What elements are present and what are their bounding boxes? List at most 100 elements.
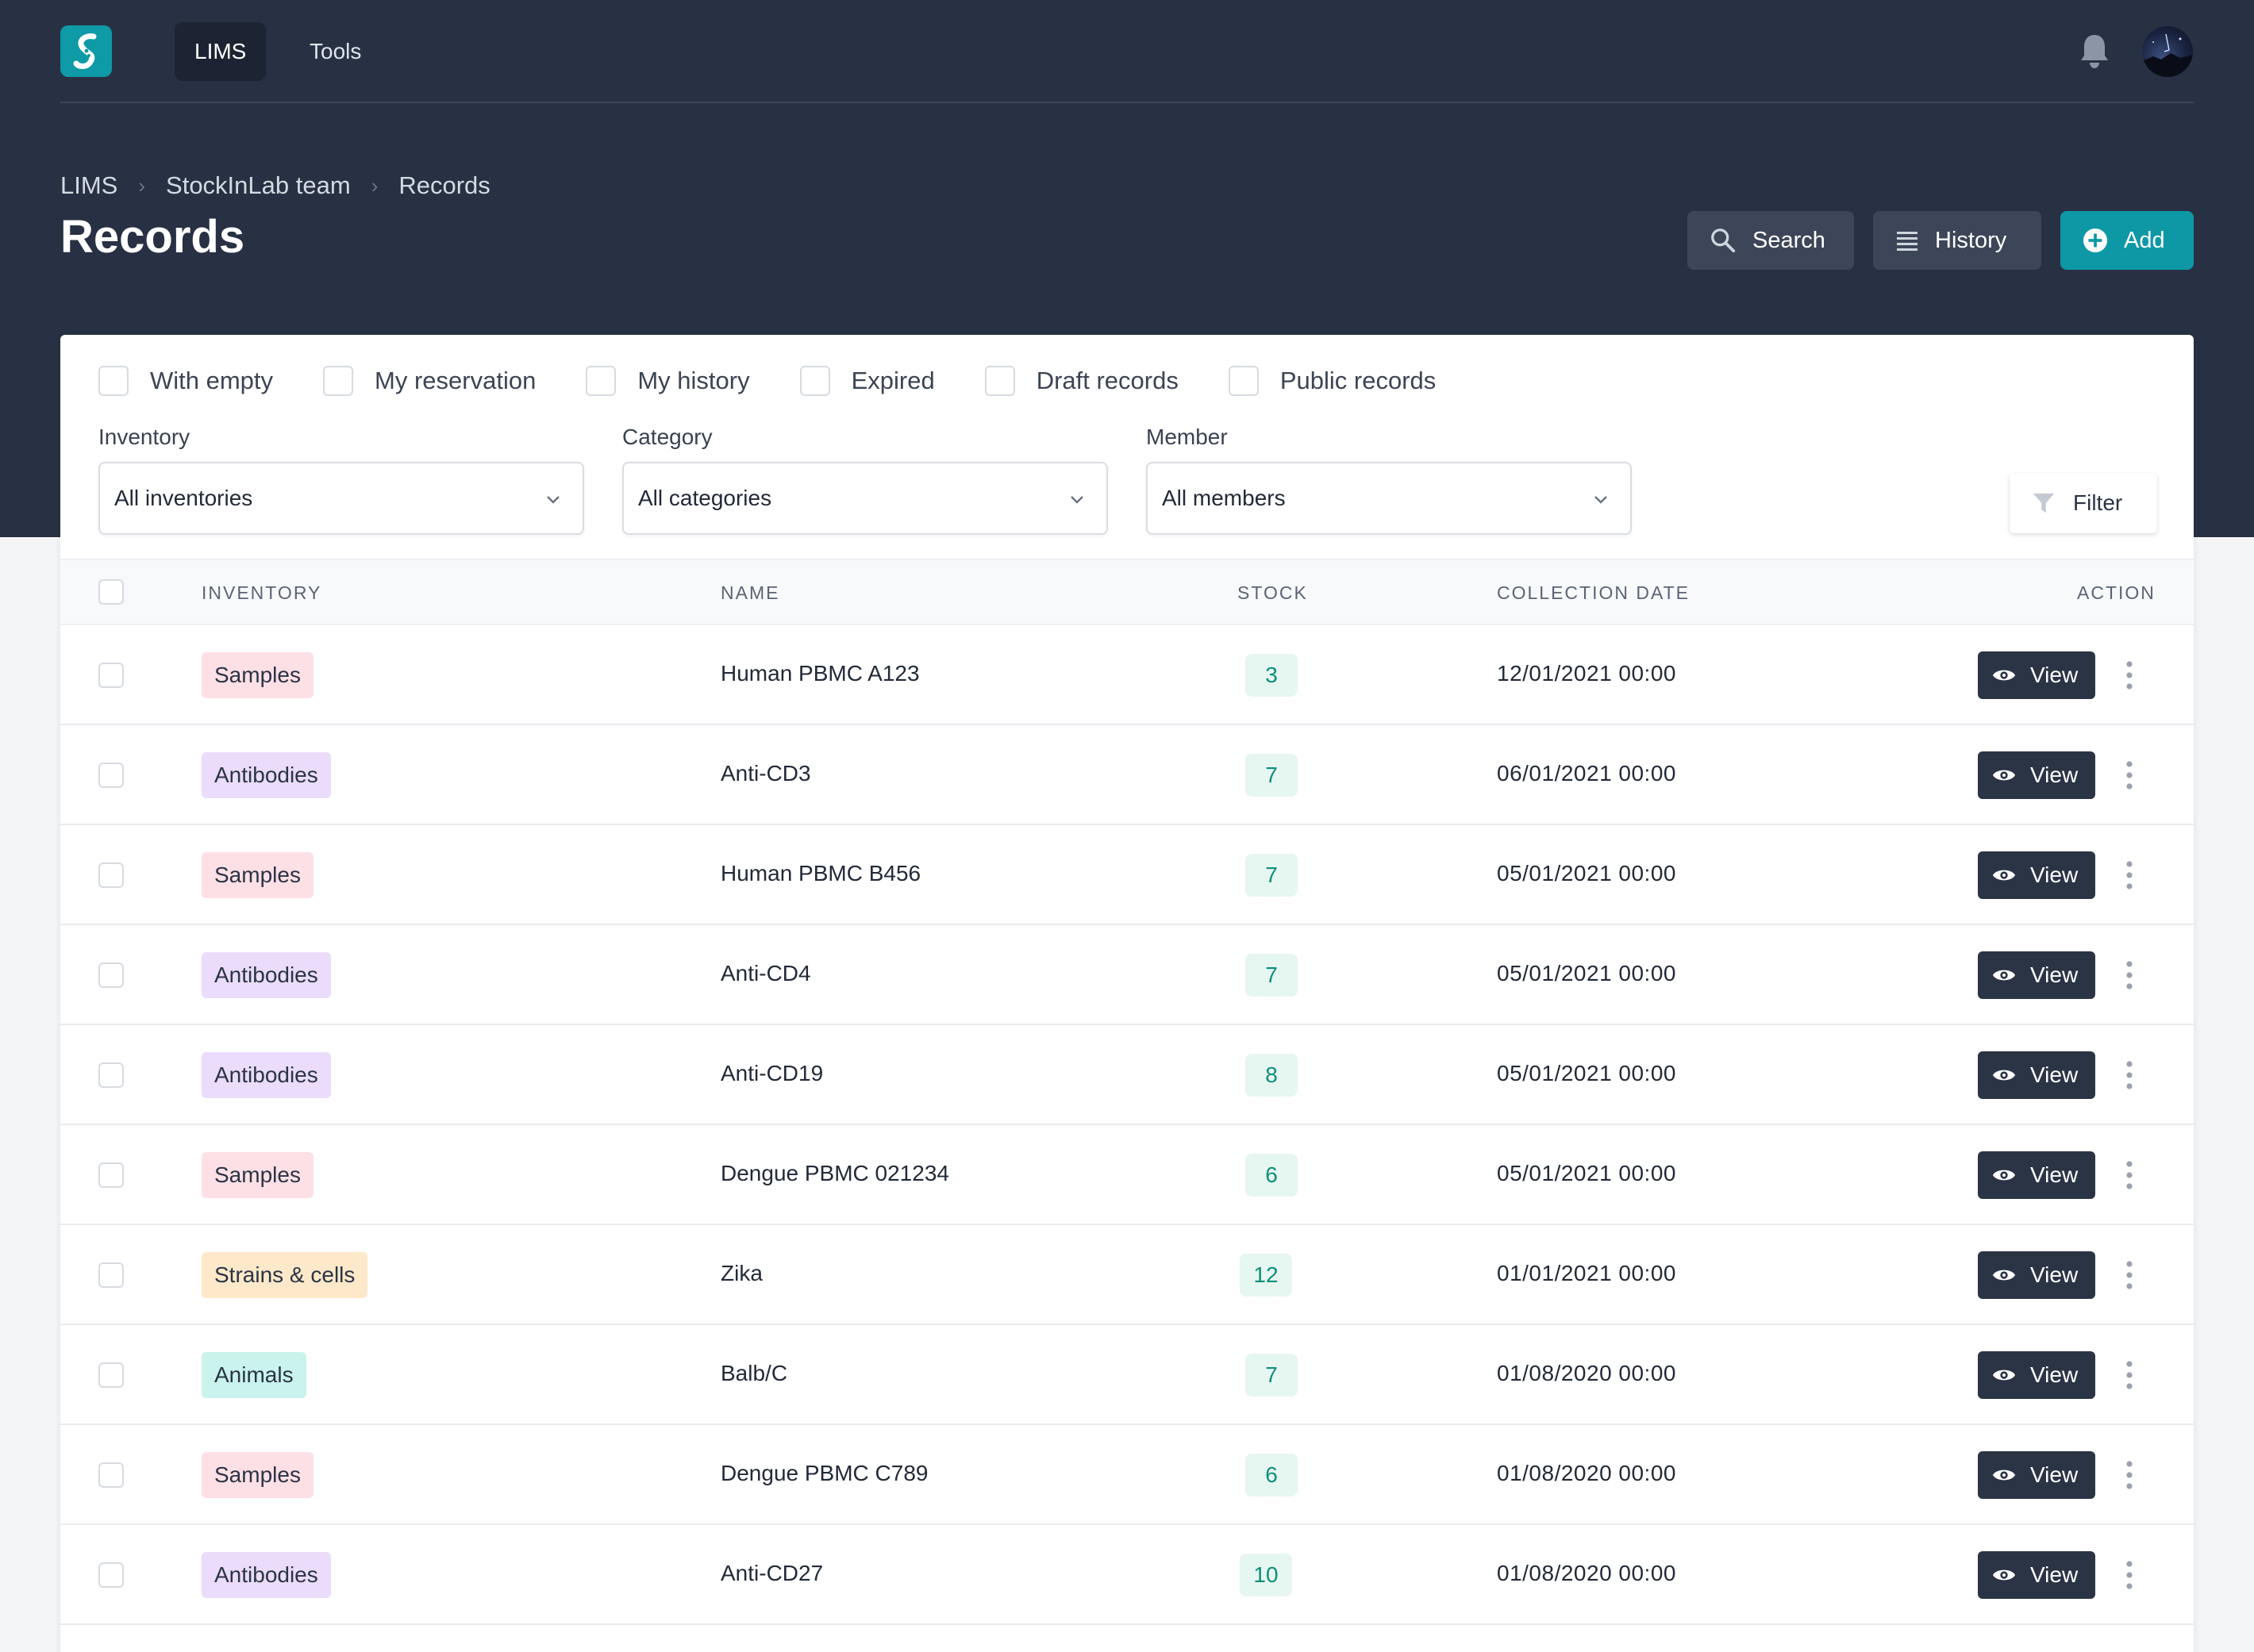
table-row[interactable]: Strains & cells Zika 12 01/01/2021 00:00 Vie… [60, 1225, 2194, 1325]
select-all-checkbox[interactable] [98, 579, 124, 605]
search-button-label: Search [1752, 227, 1825, 253]
collection-date: 05/01/2021 00:00 [1497, 1161, 1676, 1185]
eye-icon [1992, 1070, 2016, 1081]
view-button[interactable]: View [1978, 1151, 2095, 1199]
kebab-icon[interactable] [2124, 1060, 2135, 1090]
row-checkbox[interactable] [98, 1562, 124, 1588]
collection-date: 05/01/2021 00:00 [1497, 1061, 1676, 1085]
view-button[interactable]: View [1978, 851, 2095, 899]
row-checkbox[interactable] [98, 1162, 124, 1188]
kebab-icon[interactable] [2124, 1160, 2135, 1190]
record-name: Zika [721, 1261, 763, 1285]
toggle-public-records[interactable]: Public records [1228, 366, 1436, 396]
kebab-icon[interactable] [2124, 1460, 2135, 1490]
breadcrumb-item-lims[interactable]: LIMS [60, 171, 118, 199]
view-button[interactable]: View [1978, 951, 2095, 999]
filter-button[interactable]: Filter [2010, 473, 2157, 533]
table-row[interactable]: Animals Balb/C 7 01/08/2020 00:00 View [60, 1325, 2194, 1425]
member-select[interactable]: All members [1146, 462, 1632, 535]
eye-icon [1992, 1470, 2016, 1481]
row-checkbox[interactable] [98, 1262, 124, 1288]
view-button[interactable]: View [1978, 1351, 2095, 1399]
history-button[interactable]: History [1873, 211, 2041, 270]
table-header: INVENTORY NAME STOCK COLLECTION DATE ACT… [60, 559, 2194, 625]
view-button[interactable]: View [1978, 1051, 2095, 1099]
stock-badge: 12 [1240, 1254, 1292, 1297]
table-row[interactable]: Samples Human PBMC A123 3 12/01/2021 00:00 V… [60, 625, 2194, 725]
category-select[interactable]: All categories [622, 462, 1108, 535]
toggle-my-history[interactable]: My history [586, 366, 750, 396]
eye-icon [1992, 1270, 2016, 1281]
kebab-icon[interactable] [2124, 760, 2135, 790]
add-button[interactable]: Add [2060, 211, 2194, 270]
nav-tools[interactable]: Tools [310, 39, 362, 63]
inventory-tag[interactable]: Samples [202, 652, 313, 698]
eye-icon [1992, 670, 2016, 681]
inventory-tag[interactable]: Strains & cells [202, 1252, 368, 1298]
inventory-tag[interactable]: Animals [202, 1352, 306, 1398]
inventory-select[interactable]: All inventories [98, 462, 584, 535]
row-checkbox[interactable] [98, 663, 124, 688]
checkbox[interactable] [586, 366, 617, 396]
view-button[interactable]: View [1978, 651, 2095, 699]
stock-badge: 3 [1245, 654, 1298, 697]
table-row[interactable]: Antibodies Anti-CD27 10 01/08/2020 00:00 Vie… [60, 1525, 2194, 1625]
view-button[interactable]: View [1978, 1251, 2095, 1299]
toggle-expired[interactable]: Expired [799, 366, 935, 396]
kebab-icon[interactable] [2124, 1260, 2135, 1290]
logo-icon[interactable] [60, 25, 112, 77]
row-checkbox[interactable] [98, 1462, 124, 1488]
column-header-stock[interactable]: STOCK [1237, 582, 1308, 603]
table-row[interactable]: Samples Dengue PBMC C789 6 01/08/2020 00:00… [60, 1425, 2194, 1525]
view-button-label: View [2030, 962, 2079, 987]
inventory-tag[interactable]: Samples [202, 852, 313, 898]
search-button[interactable]: Search [1687, 211, 1854, 270]
row-checkbox[interactable] [98, 1062, 124, 1088]
table-row[interactable]: Antibodies Anti-CD4 7 05/01/2021 00:00 View [60, 925, 2194, 1025]
table-row[interactable]: Samples Human PBMC B456 7 05/01/2021 00:00 V… [60, 825, 2194, 925]
breadcrumb-item-team[interactable]: StockInLab team [166, 171, 351, 199]
toggle-with-empty[interactable]: With empty [98, 366, 273, 396]
nav-lims[interactable]: LIMS [175, 22, 267, 81]
stock-badge: 8 [1245, 1054, 1298, 1097]
kebab-icon[interactable] [2124, 660, 2135, 690]
view-button[interactable]: View [1978, 751, 2095, 799]
column-header-inventory[interactable]: INVENTORY [202, 582, 322, 603]
eye-icon [1992, 770, 2016, 781]
stock-badge: 7 [1245, 954, 1298, 997]
inventory-tag[interactable]: Antibodies [202, 752, 331, 798]
avatar[interactable] [2142, 26, 2193, 77]
breadcrumb: LIMS › StockInLab team › Records [60, 170, 490, 202]
inventory-tag[interactable]: Antibodies [202, 1052, 331, 1098]
view-button[interactable]: View [1978, 1451, 2095, 1499]
inventory-tag[interactable]: Samples [202, 1152, 313, 1198]
checkbox[interactable] [984, 366, 1015, 396]
row-checkbox[interactable] [98, 1362, 124, 1388]
view-button[interactable]: View [1978, 1551, 2095, 1599]
table-row[interactable]: Antibodies Anti-CD3 7 06/01/2021 00:00 View [60, 725, 2194, 825]
bell-icon[interactable] [2079, 32, 2110, 70]
kebab-icon[interactable] [2124, 860, 2135, 890]
collection-date: 05/01/2021 00:00 [1497, 961, 1676, 985]
kebab-icon[interactable] [2124, 1560, 2135, 1590]
row-checkbox[interactable] [98, 962, 124, 988]
row-checkbox[interactable] [98, 862, 124, 888]
kebab-icon[interactable] [2124, 1360, 2135, 1390]
table-row[interactable]: Samples Dengue PBMC 021234 6 05/01/2021 00:… [60, 1125, 2194, 1225]
inventory-tag[interactable]: Antibodies [202, 1552, 331, 1598]
toggle-draft-records[interactable]: Draft records [984, 366, 1179, 396]
column-header-name[interactable]: NAME [721, 582, 780, 603]
kebab-icon[interactable] [2124, 960, 2135, 990]
column-header-collection-date[interactable]: COLLECTION DATE [1497, 582, 1690, 603]
checkbox[interactable] [98, 366, 129, 396]
inventory-tag[interactable]: Samples [202, 1452, 313, 1498]
inventory-tag[interactable]: Antibodies [202, 952, 331, 998]
checkbox[interactable] [799, 366, 830, 396]
table-row[interactable]: Antibodies Anti-CD19 8 05/01/2021 00:00 View [60, 1025, 2194, 1125]
search-icon [1711, 229, 1736, 253]
checkbox[interactable] [1228, 366, 1259, 396]
toggle-my-reservation[interactable]: My reservation [323, 366, 536, 396]
row-checkbox[interactable] [98, 763, 124, 788]
checkbox[interactable] [323, 366, 354, 396]
view-button-label: View [2030, 1562, 2079, 1587]
